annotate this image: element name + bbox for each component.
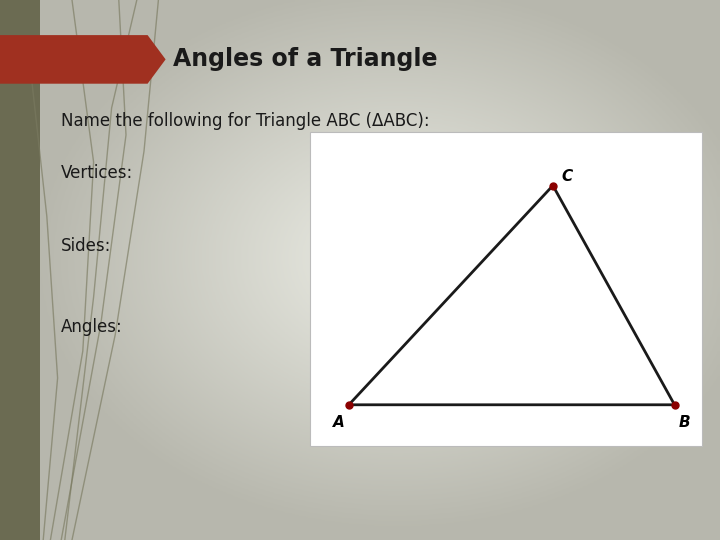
Bar bbox=[0, 0, 40, 540]
Bar bbox=[310, 132, 702, 446]
Text: Name the following for Triangle ABC (ΔABC):: Name the following for Triangle ABC (ΔAB… bbox=[61, 112, 430, 131]
Text: Angles of a Triangle: Angles of a Triangle bbox=[173, 48, 437, 71]
Text: C: C bbox=[562, 168, 573, 184]
Text: B: B bbox=[679, 415, 690, 429]
Polygon shape bbox=[0, 35, 166, 84]
Text: Angles:: Angles: bbox=[61, 318, 123, 336]
Text: Sides:: Sides: bbox=[61, 237, 112, 255]
Text: Vertices:: Vertices: bbox=[61, 164, 133, 182]
Text: A: A bbox=[333, 415, 344, 429]
